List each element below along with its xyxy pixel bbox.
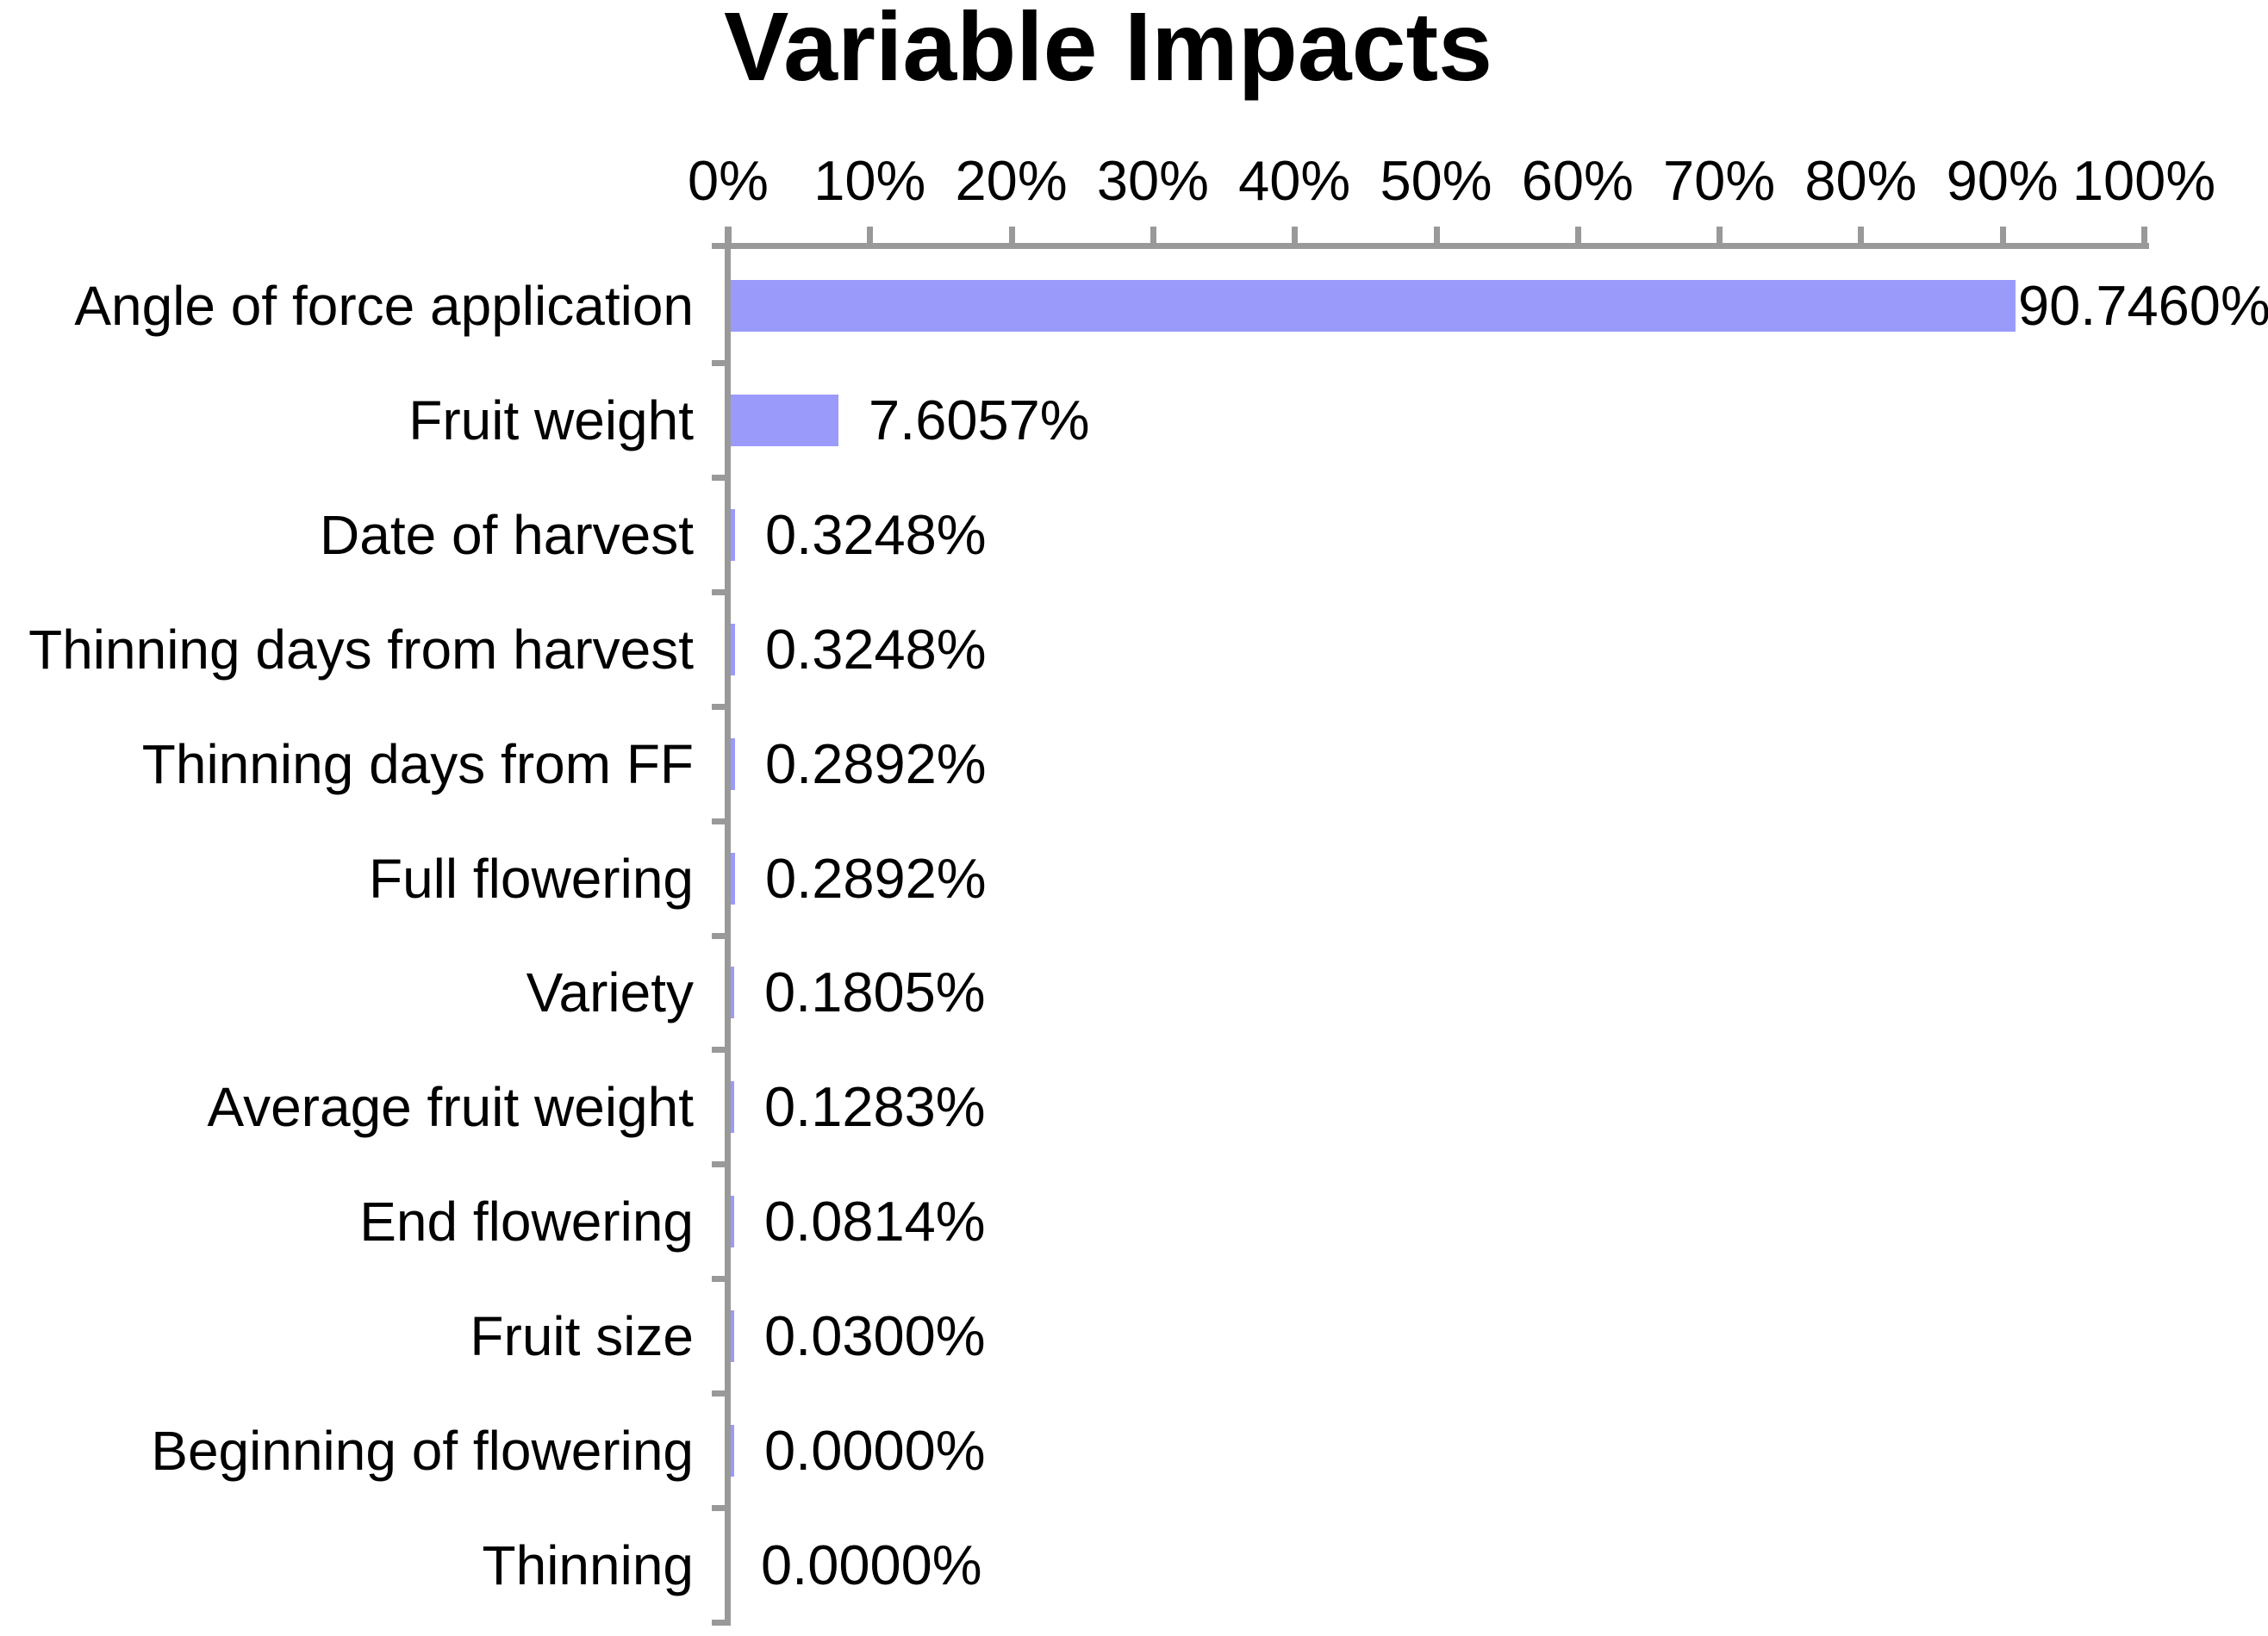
category-label: Fruit size xyxy=(470,1305,694,1367)
value-label: 0.0814% xyxy=(764,1190,986,1253)
value-label: 0.1805% xyxy=(764,961,986,1023)
category-label: Angle of force application xyxy=(74,275,694,337)
y-axis-tick xyxy=(712,475,728,481)
value-label: 0.2892% xyxy=(765,847,987,910)
category-label: Variety xyxy=(526,961,694,1023)
x-axis-tick xyxy=(1858,227,1865,249)
category-label: Average fruit weight xyxy=(207,1076,694,1138)
y-axis-tick xyxy=(712,1161,728,1167)
y-axis-tick xyxy=(712,933,728,939)
x-axis-tick xyxy=(1150,227,1156,249)
value-label: 0.2892% xyxy=(765,732,987,795)
category-label: Thinning days from FF xyxy=(141,733,694,795)
x-axis-tick-label: 10% xyxy=(813,149,926,212)
bar-6 xyxy=(731,853,735,905)
category-label: Full flowering xyxy=(368,848,694,910)
y-axis-line xyxy=(725,227,731,1626)
x-axis-tick-label: 60% xyxy=(1521,149,1634,212)
y-axis-tick xyxy=(712,360,728,366)
x-axis-tick xyxy=(867,227,874,249)
y-axis-tick xyxy=(712,818,728,824)
category-label: Fruit weight xyxy=(408,389,694,451)
value-label: 7.6057% xyxy=(869,389,1090,451)
category-label: Thinning xyxy=(482,1534,695,1596)
bar-9 xyxy=(731,1196,734,1247)
chart-title: Variable Impacts xyxy=(724,0,1492,101)
x-axis-tick xyxy=(1574,227,1581,249)
y-axis-tick xyxy=(712,1620,728,1626)
bar-8 xyxy=(731,1081,734,1133)
x-axis-tick xyxy=(1292,227,1299,249)
bar-5 xyxy=(731,738,735,790)
y-axis-tick xyxy=(712,1505,728,1511)
y-axis-tick xyxy=(712,1276,728,1282)
value-label: 0.3248% xyxy=(765,618,987,681)
x-axis-tick-label: 80% xyxy=(1804,149,1917,212)
value-label: 0.0000% xyxy=(761,1533,982,1596)
category-label: Thinning days from harvest xyxy=(28,619,694,681)
y-axis-tick xyxy=(712,1390,728,1397)
bar-4 xyxy=(731,624,735,675)
x-axis-tick-label: 30% xyxy=(1096,149,1209,212)
x-axis-tick xyxy=(1999,227,2006,249)
bar-2 xyxy=(731,395,838,446)
value-label: 0.3248% xyxy=(765,503,987,566)
category-label: Date of harvest xyxy=(320,504,694,566)
category-label: Beginning of flowering xyxy=(151,1420,694,1482)
x-axis-tick xyxy=(2141,227,2147,249)
x-axis-tick-label: 90% xyxy=(1946,149,2059,212)
value-label: 0.1283% xyxy=(764,1075,986,1138)
value-label: 90.7460% xyxy=(2018,274,2268,337)
bar-3 xyxy=(731,509,735,561)
value-label: 0.0000% xyxy=(764,1419,986,1482)
bar-1 xyxy=(731,280,2016,332)
x-axis-tick-label: 100% xyxy=(2072,149,2216,212)
y-axis-tick xyxy=(712,704,728,710)
x-axis-tick xyxy=(726,227,732,249)
x-axis-tick-label: 20% xyxy=(955,149,1068,212)
x-axis-tick xyxy=(1717,227,1723,249)
x-axis-line xyxy=(712,243,2149,249)
x-axis-tick xyxy=(1433,227,1440,249)
x-axis-tick-label: 0% xyxy=(688,149,769,212)
x-axis-tick-label: 40% xyxy=(1238,149,1351,212)
value-label: 0.0300% xyxy=(764,1304,986,1367)
x-axis-tick-label: 70% xyxy=(1663,149,1776,212)
bar-7 xyxy=(731,967,734,1018)
x-axis-tick xyxy=(1008,227,1015,249)
category-label: End flowering xyxy=(359,1191,694,1253)
y-axis-tick xyxy=(712,1047,728,1053)
y-axis-tick xyxy=(712,589,728,595)
bar-10 xyxy=(731,1310,734,1362)
x-axis-tick-label: 50% xyxy=(1380,149,1492,212)
bar-11 xyxy=(731,1425,734,1477)
